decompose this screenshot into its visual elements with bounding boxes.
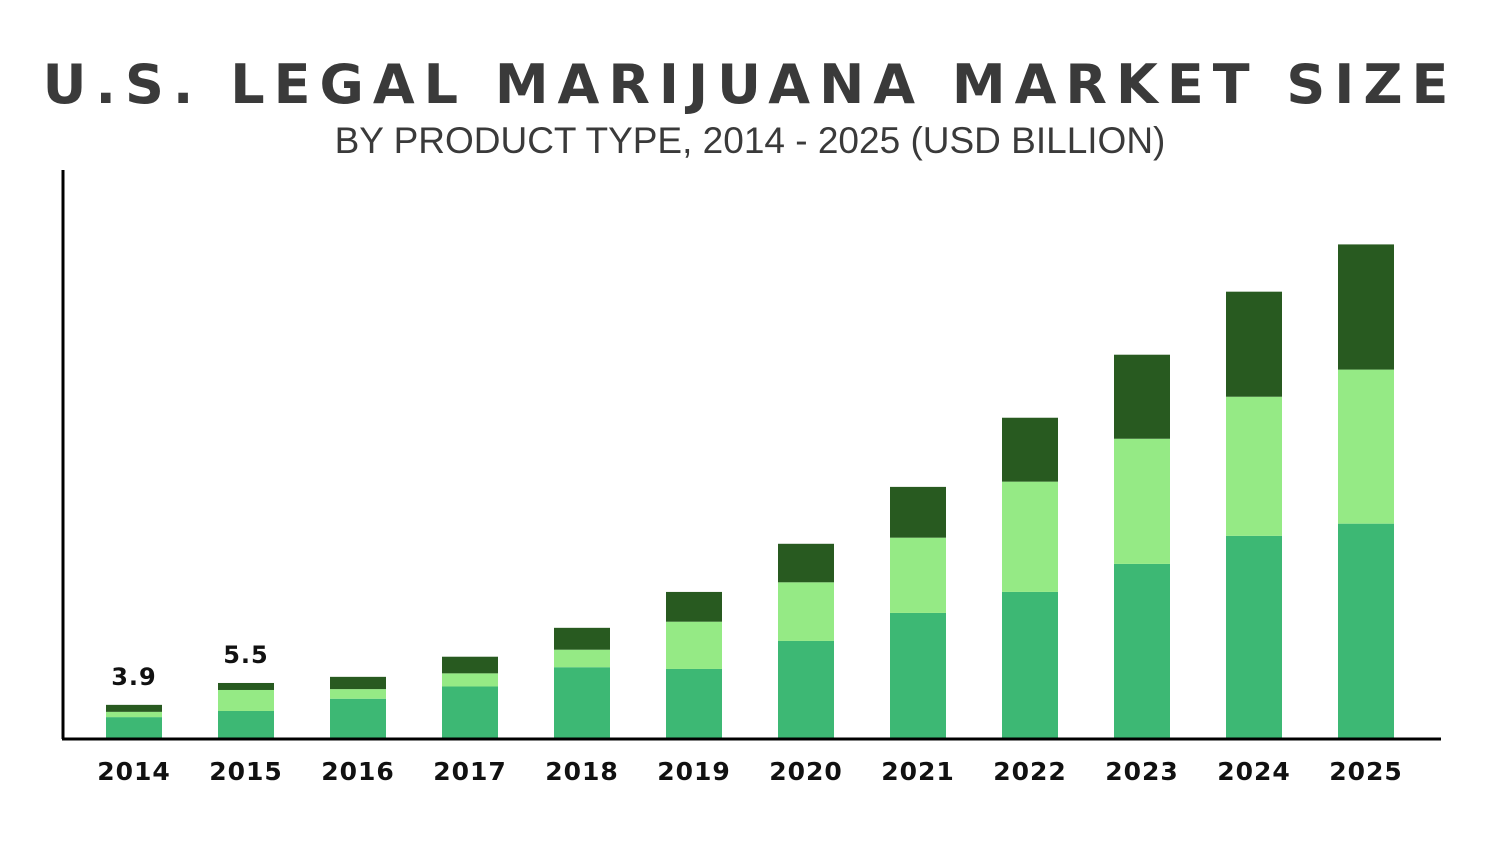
bar-segment-2021-1 — [890, 612, 946, 739]
x-tick-label-2025: 2025 — [1329, 757, 1403, 786]
labels-group: 2014 2015 2016 2017 2018 2019 2020 2021 2022 2023… — [97, 641, 1403, 786]
bar-segment-2024-3 — [1226, 291, 1282, 397]
x-tick-label-2017: 2017 — [433, 757, 507, 786]
bar-segment-2021-2 — [890, 537, 946, 613]
bar-segment-2022-1 — [1002, 591, 1058, 739]
data-label-2014: 3.9 — [111, 663, 157, 691]
x-tick-label-2021: 2021 — [881, 757, 955, 786]
bar-segment-2024-2 — [1226, 396, 1282, 536]
bar-segment-2023-3 — [1114, 354, 1170, 439]
bar-segment-2017-3 — [442, 656, 498, 674]
bar-segment-2015-2 — [218, 689, 274, 711]
bar-segment-2014-3 — [106, 704, 162, 712]
bar-segment-2016-2 — [330, 689, 386, 699]
bar-segment-2024-1 — [1226, 535, 1282, 739]
bar-segment-2025-3 — [1338, 244, 1394, 370]
bar-segment-2023-1 — [1114, 563, 1170, 739]
bar-segment-2020-2 — [778, 582, 834, 641]
bar-segment-2021-3 — [890, 486, 946, 538]
bar-segment-2015-1 — [218, 710, 274, 739]
bar-segment-2017-1 — [442, 686, 498, 739]
bar-segment-2018-1 — [554, 667, 610, 739]
x-tick-label-2019: 2019 — [657, 757, 731, 786]
x-tick-label-2018: 2018 — [545, 757, 619, 786]
x-tick-label-2015: 2015 — [209, 757, 283, 786]
bar-segment-2019-1 — [666, 668, 722, 739]
chart-title: U.S. LEGAL MARIJUANA MARKET SIZE — [42, 53, 1458, 116]
bar-segment-2015-3 — [218, 682, 274, 690]
x-tick-label-2020: 2020 — [769, 757, 843, 786]
bar-segment-2014-1 — [106, 717, 162, 739]
data-label-2015: 5.5 — [223, 641, 269, 669]
bar-segment-2022-2 — [1002, 481, 1058, 592]
bar-segment-2020-3 — [778, 543, 834, 583]
bar-segment-2020-1 — [778, 640, 834, 739]
bar-segment-2025-1 — [1338, 523, 1394, 739]
bar-segment-2016-1 — [330, 698, 386, 739]
bar-segment-2018-3 — [554, 627, 610, 650]
bar-segment-2018-2 — [554, 649, 610, 668]
bar-segment-2022-3 — [1002, 417, 1058, 482]
bar-segment-2019-3 — [666, 591, 722, 622]
bar-segment-2025-2 — [1338, 369, 1394, 524]
x-tick-label-2023: 2023 — [1105, 757, 1179, 786]
bar-segment-2016-3 — [330, 676, 386, 690]
x-tick-label-2014: 2014 — [97, 757, 171, 786]
x-tick-label-2016: 2016 — [321, 757, 395, 786]
bar-segment-2023-2 — [1114, 438, 1170, 564]
bar-segment-2017-2 — [442, 673, 498, 687]
bar-segment-2014-2 — [106, 711, 162, 718]
bar-segment-2019-2 — [666, 621, 722, 669]
x-tick-label-2024: 2024 — [1217, 757, 1291, 786]
x-tick-label-2022: 2022 — [993, 757, 1067, 786]
chart-subtitle: BY PRODUCT TYPE, 2014 - 2025 (USD BILLIO… — [334, 120, 1166, 161]
bars-group — [106, 244, 1394, 739]
